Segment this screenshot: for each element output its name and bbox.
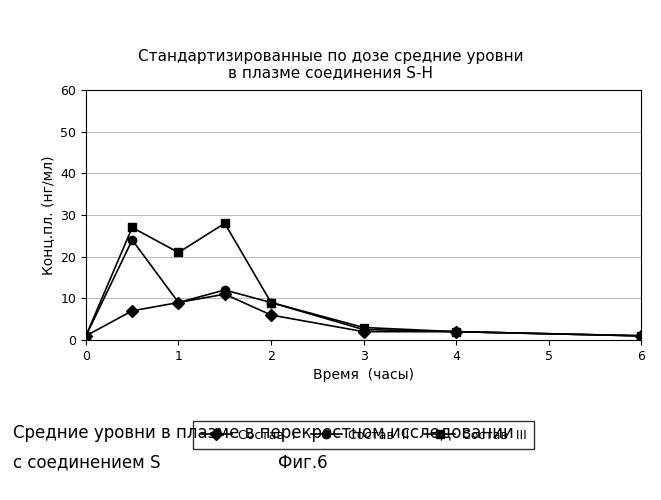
Legend: Состав  I, Состав  II, Состав  III: Состав I, Состав II, Состав III xyxy=(193,421,534,450)
Состав  II xyxy=(82,333,90,339)
Состав  I xyxy=(82,333,90,339)
Line: Состав  III: Состав III xyxy=(82,219,645,340)
Состав  II xyxy=(637,333,645,339)
Состав  I xyxy=(452,328,460,334)
Text: Фиг.6: Фиг.6 xyxy=(278,454,327,471)
Состав  III xyxy=(267,300,275,306)
Y-axis label: Конц.пл. (нг/мл): Конц.пл. (нг/мл) xyxy=(41,155,55,275)
Состав  I xyxy=(128,308,136,314)
Состав  III xyxy=(360,324,368,330)
Состав  I xyxy=(637,333,645,339)
Состав  III xyxy=(452,328,460,334)
Состав  III xyxy=(637,333,645,339)
Состав  I xyxy=(267,312,275,318)
X-axis label: Время  (часы): Время (часы) xyxy=(313,368,414,382)
Text: Средние уровни в плазме в перекрестном исследовании: Средние уровни в плазме в перекрестном и… xyxy=(13,424,514,442)
Состав  I xyxy=(221,291,229,297)
Состав  III xyxy=(221,220,229,226)
Состав  III xyxy=(82,333,90,339)
Состав  II xyxy=(221,287,229,293)
Состав  III xyxy=(128,224,136,230)
Состав  I xyxy=(360,328,368,334)
Состав  I xyxy=(175,300,182,306)
Line: Состав  II: Состав II xyxy=(82,236,645,340)
Text: в плазме соединения S-H: в плазме соединения S-H xyxy=(228,65,433,80)
Состав  II xyxy=(128,237,136,243)
Line: Состав  I: Состав I xyxy=(82,290,645,340)
Text: с соединением S: с соединением S xyxy=(13,454,161,471)
Состав  II xyxy=(452,328,460,334)
Состав  III xyxy=(175,250,182,256)
Состав  II xyxy=(175,300,182,306)
Text: Стандартизированные по дозе средние уровни: Стандартизированные по дозе средние уров… xyxy=(137,49,524,64)
Состав  II xyxy=(360,326,368,332)
Состав  II xyxy=(267,300,275,306)
